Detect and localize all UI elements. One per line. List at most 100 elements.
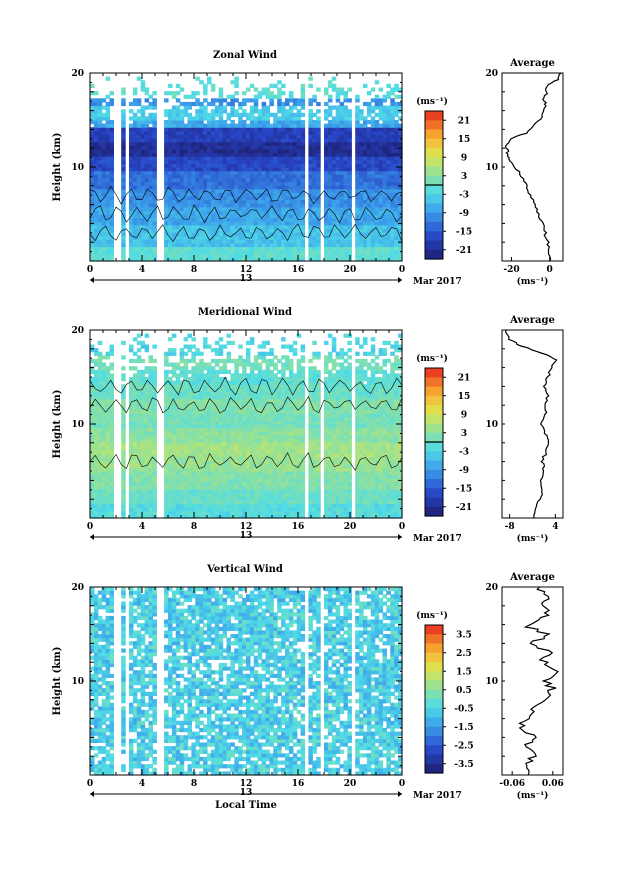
heatmap-cell: [218, 94, 224, 99]
heatmap-cell: [195, 130, 200, 135]
heatmap-cell: [269, 174, 274, 179]
heatmap-cell: [132, 145, 138, 150]
heatmap-cell: [144, 391, 150, 396]
heatmap-cell: [382, 242, 387, 248]
heatmap-cell: [129, 170, 134, 175]
heatmap-cell: [121, 138, 126, 143]
heatmap-cell: [285, 127, 290, 132]
heatmap-cell: [187, 185, 192, 190]
heatmap-cell: [175, 485, 181, 490]
heatmap-cell: [288, 210, 294, 215]
heatmap-cell: [273, 214, 278, 219]
heatmap-cell: [277, 199, 282, 204]
heatmap-cell: [179, 452, 185, 458]
heatmap-cell: [300, 141, 306, 146]
heatmap-cell: [207, 174, 212, 179]
heatmap-cell: [148, 156, 153, 161]
heatmap-cell: [109, 199, 114, 204]
heatmap-cell: [152, 130, 157, 135]
heatmap-cell: [175, 188, 181, 193]
heatmap-cell: [343, 138, 348, 143]
heatmap-cell: [199, 101, 204, 107]
heatmap-cell: [363, 214, 368, 219]
heatmap-cell: [93, 203, 99, 208]
heatmap-cell: [175, 235, 181, 240]
heatmap-cell: [199, 170, 204, 175]
heatmap-cell: [218, 214, 224, 219]
heatmap-cell: [140, 463, 146, 468]
heatmap-cell: [335, 185, 341, 190]
heatmap-cell: [175, 456, 181, 461]
heatmap-cell: [109, 127, 114, 132]
heatmap-cell: [109, 362, 114, 367]
heatmap-cell: [382, 257, 387, 262]
heatmap-cell: [175, 214, 181, 219]
heatmap-cell: [191, 373, 196, 378]
heatmap-cell: [242, 431, 247, 436]
heatmap-cell: [148, 134, 153, 139]
heatmap-cell: [183, 156, 189, 161]
heatmap-cell: [300, 228, 306, 233]
heatmap-cell: [257, 181, 263, 186]
heatmap-cell: [121, 242, 126, 248]
heatmap-cell: [285, 250, 290, 255]
heatmap-cell: [152, 253, 157, 258]
heatmap-cell: [140, 442, 146, 447]
heatmap-cell: [238, 152, 243, 157]
heatmap-cell: [148, 192, 153, 197]
heatmap-cell: [90, 445, 95, 450]
heatmap-cell: [195, 199, 200, 204]
heatmap-cell: [105, 405, 111, 411]
heatmap-cell: [238, 416, 243, 421]
heatmap-cell: [121, 434, 126, 439]
heatmap-cell: [214, 489, 220, 494]
heatmap-cell: [335, 94, 341, 99]
heatmap-cell: [136, 460, 142, 465]
heatmap-cell: [382, 188, 387, 193]
heatmap-cell: [109, 416, 114, 421]
heatmap-cell: [386, 203, 391, 208]
heatmap-cell: [171, 203, 177, 208]
heatmap-cell: [164, 232, 169, 237]
heatmap-cell: [242, 98, 247, 103]
heatmap-cell: [308, 239, 313, 244]
heatmap-cell: [210, 134, 216, 139]
heatmap-cell: [269, 203, 274, 208]
heatmap-cell: [312, 195, 317, 201]
heatmap-cell: [105, 427, 111, 432]
heatmap-cell: [382, 127, 387, 132]
heatmap-cell: [191, 195, 196, 201]
heatmap-cell: [105, 467, 111, 472]
heatmap-cell: [191, 485, 196, 490]
heatmap-cell: [308, 188, 313, 193]
heatmap-cell: [179, 134, 185, 139]
heatmap-cell: [343, 188, 348, 193]
heatmap-cell: [226, 351, 231, 356]
heatmap-cell: [277, 221, 282, 226]
heatmap-cell: [97, 127, 103, 132]
heatmap-cell: [378, 141, 384, 146]
heatmap-cell: [347, 170, 352, 175]
heatmap-cell: [152, 145, 157, 150]
heatmap-cell: [140, 492, 146, 497]
heatmap-cell: [273, 257, 278, 262]
heatmap-cell: [316, 242, 321, 248]
heatmap-cell: [366, 181, 372, 186]
heatmap-cell: [195, 210, 200, 215]
heatmap-cell: [132, 217, 138, 222]
heatmap-cell: [378, 105, 384, 110]
heatmap-cell: [343, 134, 348, 139]
heatmap-cell: [199, 431, 204, 436]
heatmap-cell: [355, 98, 360, 103]
heatmap-cell: [335, 159, 341, 164]
heatmap-cell: [148, 420, 153, 425]
heatmap-cell: [347, 228, 352, 233]
heatmap-cell: [234, 510, 239, 515]
heatmap-cell: [207, 507, 212, 512]
heatmap-cell: [164, 109, 169, 114]
heatmap-cell: [234, 246, 239, 251]
heatmap-cell: [191, 481, 196, 486]
heatmap-cell: [97, 478, 103, 483]
heatmap-cell: [183, 206, 189, 211]
heatmap-cell: [300, 159, 306, 164]
